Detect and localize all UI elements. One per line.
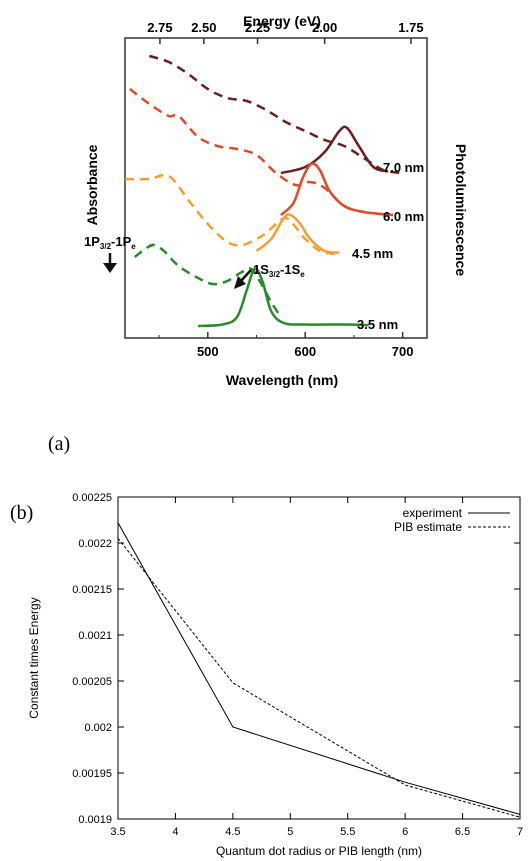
annotation-1p-transition: 1P3/2-1Pe xyxy=(84,234,136,273)
panel-label-b: (b) xyxy=(10,502,33,524)
panel-a-frame xyxy=(124,37,428,339)
pl-curve-70 xyxy=(280,125,389,175)
top-tick-label: 2.00 xyxy=(312,20,337,35)
absorbance-curve-70 xyxy=(149,54,403,175)
panel-a-spectra-chart: Energy (eV) 2.75 2.50 2.25 2.00 1.75 Wavelen… xyxy=(48,13,469,455)
size-label-60: 6.0 nm xyxy=(383,209,424,224)
x-axis-title: Quantum dot radius or PIB length (nm) xyxy=(216,844,422,858)
bottom-axis-ticks: 500 600 700 xyxy=(158,332,414,359)
y-tick-label: 0.00205 xyxy=(72,676,112,688)
annotation-1p-sub2: e xyxy=(131,242,136,251)
x-tick-label: 7 xyxy=(517,826,523,838)
x-tick-label: 5.5 xyxy=(340,826,355,838)
x-axis-ticks: 3.5 4 4.5 5 5.5 6 6.5 7 xyxy=(110,497,523,838)
x-tick-label: 4 xyxy=(172,826,178,838)
bottom-axis-title: Wavelength (nm) xyxy=(226,372,338,388)
y-tick-label: 0.0019 xyxy=(78,814,112,826)
annotation-1s-mid: -1S xyxy=(280,262,301,277)
annotation-1p-arrowhead xyxy=(103,263,117,273)
size-label-45: 4.5 nm xyxy=(352,246,393,261)
top-axis-title: Energy (eV) xyxy=(243,13,321,29)
x-tick-label: 5 xyxy=(287,826,293,838)
absorbance-curve-35 xyxy=(133,243,282,318)
pl-curve-45 xyxy=(255,213,340,254)
y-axis-ticks: 0.0019 0.00195 0.002 0.00205 0.0021 0.00215 0.… xyxy=(72,492,520,826)
y-tick-label: 0.00195 xyxy=(72,768,112,780)
x-tick-label: 3.5 xyxy=(110,826,125,838)
absorbance-curve-45 xyxy=(124,173,335,256)
y-tick-label: 0.002 xyxy=(84,722,112,734)
y-tick-label: 0.00225 xyxy=(72,492,112,504)
left-axis-title: Absorbance xyxy=(84,144,100,225)
x-tick-label: 6.5 xyxy=(455,826,470,838)
legend-experiment-label: experiment xyxy=(403,506,463,520)
legend-pib-label: PIB estimate xyxy=(394,520,462,534)
bottom-tick-label: 500 xyxy=(197,344,219,359)
series-pib-estimate-line xyxy=(117,538,521,818)
y-tick-label: 0.00215 xyxy=(72,584,112,596)
top-tick-label: 2.50 xyxy=(191,20,216,35)
svg-text:1S3/2-1Se: 1S3/2-1Se xyxy=(253,262,305,279)
annotation-1s-sub1: 3/2 xyxy=(269,270,281,279)
panel-label-a: (a) xyxy=(48,433,70,455)
legend: experiment PIB estimate xyxy=(394,506,510,534)
panel-b-frame xyxy=(117,496,521,820)
y-tick-label: 0.0022 xyxy=(78,538,112,550)
annotation-1p-main: 1P xyxy=(84,234,100,249)
top-axis-ticks: 2.75 2.50 2.25 2.00 1.75 xyxy=(147,20,424,44)
bottom-tick-label: 600 xyxy=(294,344,316,359)
annotation-1s-arrowhead xyxy=(234,276,246,289)
y-tick-label: 0.0021 xyxy=(78,630,112,642)
annotation-1s-main: 1S xyxy=(253,262,269,277)
svg-text:1P3/2-1Pe: 1P3/2-1Pe xyxy=(84,234,136,251)
size-label-70: 7.0 nm xyxy=(383,160,424,175)
annotation-1s-transition: 1S3/2-1Se xyxy=(234,262,305,289)
annotation-1s-sub2: e xyxy=(300,270,305,279)
top-tick-label: 2.25 xyxy=(245,20,270,35)
size-labels: 7.0 nm 6.0 nm 4.5 nm 3.5 nm xyxy=(352,160,424,332)
series-experiment-line xyxy=(117,522,521,815)
size-label-35: 3.5 nm xyxy=(357,317,398,332)
spectra-curves xyxy=(124,54,403,328)
y-axis-title: Constant times Energy xyxy=(27,597,41,718)
panel-b-line-chart: (b) 0.0019 0.00195 0.002 0.00205 0.0021 0.002… xyxy=(10,492,523,858)
series-lines xyxy=(117,522,521,818)
right-axis-title: Photoluminescence xyxy=(453,144,469,276)
x-tick-label: 4.5 xyxy=(225,826,240,838)
pl-curve-60 xyxy=(280,162,394,217)
top-tick-label: 2.75 xyxy=(147,20,172,35)
bottom-tick-label: 700 xyxy=(392,344,414,359)
top-tick-label: 1.75 xyxy=(398,20,423,35)
pl-curve-35 xyxy=(198,267,369,328)
x-tick-label: 6 xyxy=(402,826,408,838)
annotation-1p-mid: -1P xyxy=(111,234,132,249)
annotation-1p-sub1: 3/2 xyxy=(100,242,112,251)
